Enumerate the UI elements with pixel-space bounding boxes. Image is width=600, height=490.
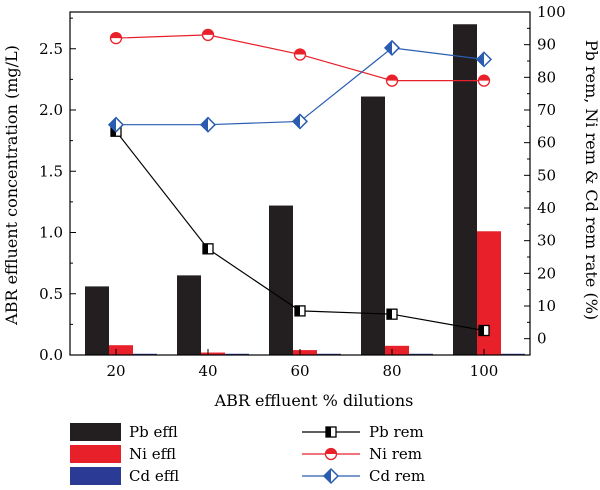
axes: 0.0 0.5 1.0 1.5 2.0 2.5 0 10 20 30 40 50 60 70 80 90 100… bbox=[39, 3, 566, 380]
y2-axis-title: Pb rem, Ni rem & Cd rem rate (%) bbox=[582, 40, 600, 320]
legend-marker-ni-rem bbox=[324, 447, 338, 461]
legend-label: Cd effl bbox=[129, 467, 179, 485]
point-ni-rem-60 bbox=[293, 48, 307, 61]
x-axis-title: ABR effluent % dilutions bbox=[214, 391, 414, 410]
bar-pb-effl-40 bbox=[177, 275, 201, 355]
y2-tick-label: 0 bbox=[537, 330, 547, 348]
legend-label: Pb rem bbox=[369, 423, 424, 441]
plot-area bbox=[85, 24, 525, 356]
y-tick-label: 2.5 bbox=[39, 40, 63, 58]
y-tick-label: 0.0 bbox=[39, 346, 63, 364]
bar-ni-effl-40 bbox=[201, 352, 225, 355]
y2-tick-label: 70 bbox=[537, 101, 556, 119]
bar-ni-effl-60 bbox=[293, 350, 317, 355]
point-cd-rem-100 bbox=[475, 51, 493, 68]
y-tick-label: 1.5 bbox=[39, 162, 63, 180]
bar-pb-effl-80 bbox=[361, 96, 385, 356]
point-pb-rem-60 bbox=[294, 305, 306, 317]
y2-tick-label: 60 bbox=[537, 134, 556, 152]
legend-swatch-pb-effl bbox=[70, 423, 121, 441]
y-axis-title: ABR effluent concentration (mg/L) bbox=[2, 45, 21, 326]
point-ni-rem-80 bbox=[385, 74, 399, 87]
x-tick-label: 40 bbox=[198, 362, 217, 380]
y-tick-label: 2.0 bbox=[39, 101, 63, 119]
x-tick-label: 60 bbox=[290, 362, 309, 380]
point-ni-rem-20 bbox=[109, 31, 123, 45]
y2-tick-label: 80 bbox=[537, 68, 556, 86]
x-tick-label: 100 bbox=[470, 362, 499, 380]
point-cd-rem-80 bbox=[383, 39, 401, 56]
legend-marker-pb-rem bbox=[325, 426, 337, 438]
y2-tick-label: 10 bbox=[537, 297, 556, 315]
y2-tick-label: 50 bbox=[537, 166, 556, 184]
x-tick-label: 20 bbox=[106, 362, 125, 380]
y-tick-label: 1.0 bbox=[39, 224, 63, 242]
point-pb-rem-80 bbox=[386, 308, 398, 320]
bar-cd-effl-60 bbox=[317, 353, 341, 355]
bar-pb-effl-20 bbox=[85, 286, 109, 355]
point-pb-rem-100 bbox=[478, 324, 490, 337]
legend-label: Pb effl bbox=[129, 423, 178, 441]
bar-ni-effl-80 bbox=[385, 345, 409, 355]
point-cd-rem-40 bbox=[199, 116, 217, 133]
y2-tick-label: 30 bbox=[537, 232, 556, 250]
legend-label: Cd rem bbox=[369, 467, 425, 485]
bar-cd-effl-80 bbox=[409, 353, 433, 355]
legend: Pb effl Ni effl Cd effl Pb rem Ni rem Cd rem bbox=[70, 423, 425, 485]
legend-label: Ni effl bbox=[129, 445, 176, 463]
y2-tick-label: 20 bbox=[537, 264, 556, 282]
y2-tick-label: 40 bbox=[537, 199, 556, 217]
bar-pb-effl-100 bbox=[453, 24, 477, 355]
legend-swatch-ni-effl bbox=[70, 445, 121, 463]
y2-tick-label: 90 bbox=[537, 36, 556, 54]
point-cd-rem-60 bbox=[291, 113, 309, 130]
point-ni-rem-100 bbox=[477, 74, 491, 87]
bar-pb-effl-60 bbox=[269, 205, 293, 355]
y2-tick-label: 100 bbox=[537, 3, 566, 21]
legend-marker-cd-rem bbox=[322, 467, 340, 485]
legend-swatch-cd-effl bbox=[70, 467, 121, 485]
line-pb-rem bbox=[115, 130, 485, 332]
x-tick-label: 80 bbox=[382, 362, 401, 380]
point-ni-rem-40 bbox=[201, 28, 215, 42]
legend-label: Ni rem bbox=[369, 445, 422, 463]
y-tick-label: 0.5 bbox=[39, 285, 63, 303]
point-pb-rem-40 bbox=[202, 243, 214, 255]
bar-cd-effl-20 bbox=[133, 353, 157, 355]
bar-cd-effl-100 bbox=[501, 353, 525, 355]
bar-cd-effl-40 bbox=[225, 353, 249, 355]
bar-ni-effl-100 bbox=[477, 231, 501, 355]
bar-ni-effl-20 bbox=[109, 345, 133, 355]
point-cd-rem-20 bbox=[107, 116, 125, 133]
